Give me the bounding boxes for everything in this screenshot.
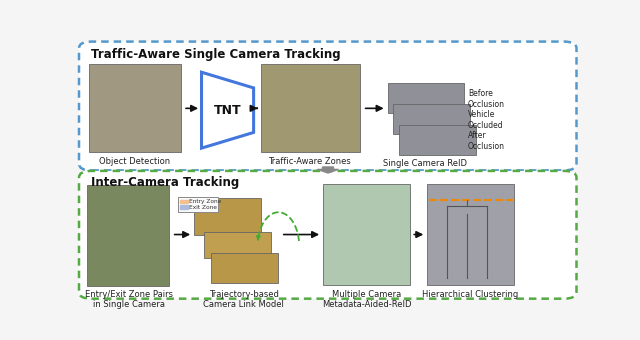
Text: Single Camera ReID: Single Camera ReID — [383, 159, 467, 168]
Text: Inter-Camera Tracking: Inter-Camera Tracking — [91, 176, 239, 189]
Text: Hierarchical Clustering: Hierarchical Clustering — [422, 290, 518, 299]
FancyBboxPatch shape — [399, 124, 476, 155]
FancyBboxPatch shape — [394, 104, 470, 134]
Text: After
Occlusion: After Occlusion — [468, 131, 505, 151]
FancyBboxPatch shape — [89, 64, 180, 152]
Text: Vehicle
Occluded: Vehicle Occluded — [468, 110, 504, 130]
Text: Traffic-Aware Single Camera Tracking: Traffic-Aware Single Camera Tracking — [91, 48, 340, 61]
Bar — [180, 205, 188, 209]
Text: Object Detection: Object Detection — [99, 157, 171, 166]
FancyBboxPatch shape — [388, 83, 465, 113]
Text: Multiple Camera
Metadata-Aided-ReID: Multiple Camera Metadata-Aided-ReID — [322, 290, 412, 309]
FancyBboxPatch shape — [79, 171, 577, 299]
FancyBboxPatch shape — [194, 198, 261, 235]
Polygon shape — [202, 72, 253, 148]
FancyBboxPatch shape — [79, 41, 577, 170]
Text: Trajectory-based
Camera Link Model: Trajectory-based Camera Link Model — [204, 290, 284, 309]
Text: Entry/Exit Zone Pairs
in Single Camera: Entry/Exit Zone Pairs in Single Camera — [84, 290, 173, 309]
FancyBboxPatch shape — [204, 232, 271, 258]
FancyBboxPatch shape — [211, 253, 278, 283]
Text: Before
Occlusion: Before Occlusion — [468, 89, 505, 108]
FancyBboxPatch shape — [261, 64, 360, 152]
Text: Traffic-Aware Zones: Traffic-Aware Zones — [268, 157, 351, 166]
Bar — [180, 200, 188, 203]
FancyBboxPatch shape — [88, 185, 169, 286]
Text: Exit Zone: Exit Zone — [189, 205, 217, 210]
FancyBboxPatch shape — [428, 184, 514, 285]
FancyArrow shape — [317, 167, 339, 173]
FancyBboxPatch shape — [323, 184, 410, 285]
FancyBboxPatch shape — [178, 197, 218, 212]
Text: Entry Zone: Entry Zone — [189, 199, 221, 204]
Text: TNT: TNT — [214, 104, 241, 117]
